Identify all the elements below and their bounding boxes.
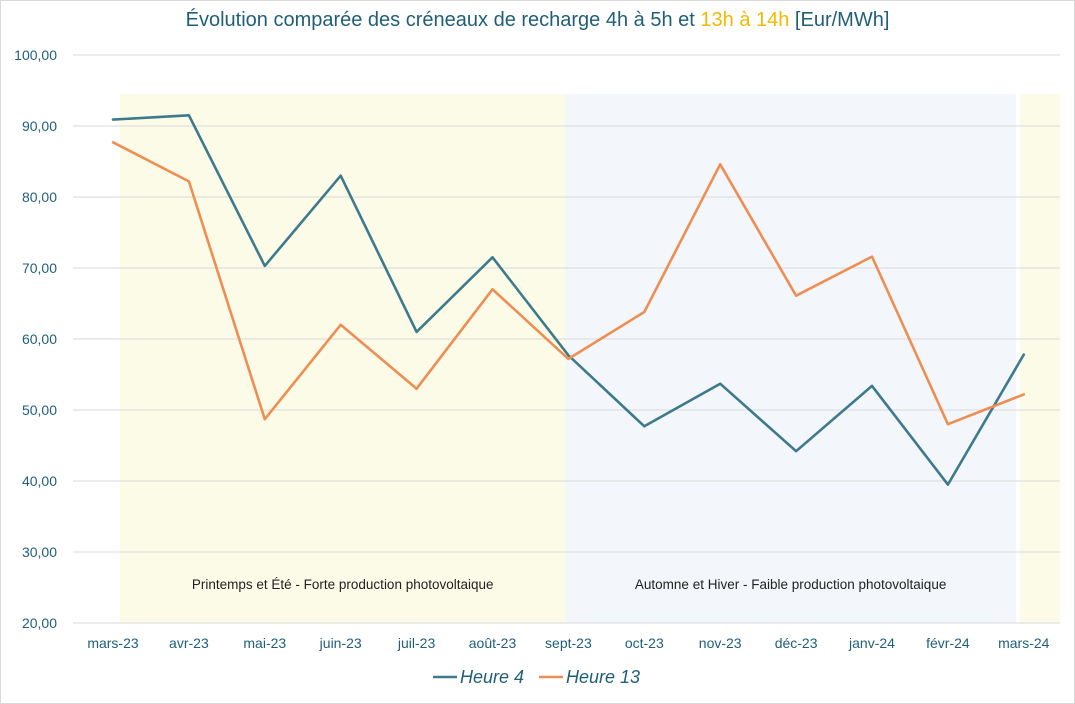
season-labels: Printemps et Été - Forte production phot…: [192, 577, 946, 592]
chart-title-highlight: 13h à 14h: [700, 9, 790, 31]
legend-label-1: Heure 4: [460, 667, 524, 687]
y-tick-label: 20,00: [22, 615, 57, 631]
x-tick-label: mars-23: [87, 635, 139, 651]
y-tick-label: 90,00: [22, 118, 57, 134]
y-tick-label: 60,00: [22, 331, 57, 347]
y-tick-label: 50,00: [22, 402, 57, 418]
season-band-1: [120, 94, 566, 623]
chart-title: Évolution comparée des créneaux de recha…: [0, 9, 1075, 32]
chart-title-unit: [Eur/MWh]: [789, 9, 890, 31]
series-lines: [111, 114, 1026, 486]
legend-label-2: Heure 13: [566, 667, 640, 687]
x-tick-label: oct-23: [625, 635, 664, 651]
season-band-3: [1019, 94, 1060, 623]
x-tick-label: déc-23: [775, 635, 818, 651]
season-label: Printemps et Été - Forte production phot…: [192, 577, 494, 592]
x-tick-label: mars-24: [998, 635, 1050, 651]
gridlines: [73, 54, 1060, 624]
x-tick-label: juil-23: [397, 635, 436, 651]
chart-title-main: Évolution comparée des créneaux de recha…: [185, 9, 701, 31]
x-tick-label: févr-24: [926, 635, 970, 651]
season-label: Automne et Hiver - Faible production pho…: [635, 577, 946, 592]
y-axis-ticks: 20,00 30,00 40,00 50,00 60,00 70,00 80,00 90,00…: [14, 47, 57, 631]
x-tick-label: juin-23: [319, 635, 362, 651]
series-line-1: [111, 114, 1026, 486]
x-tick-label: avr-23: [169, 635, 209, 651]
season-band-2: [565, 94, 1016, 623]
x-tick-label: nov-23: [699, 635, 742, 651]
x-axis-ticks: mars-23 avr-23 mai-23 juin-23 juil-23 août-23…: [87, 635, 1049, 651]
x-tick-label: mai-23: [243, 635, 286, 651]
y-tick-label: 30,00: [22, 544, 57, 560]
series-line-2: [111, 141, 1026, 426]
x-tick-label: août-23: [469, 635, 517, 651]
x-tick-label: janv-24: [848, 635, 895, 651]
y-tick-label: 70,00: [22, 260, 57, 276]
y-tick-label: 80,00: [22, 189, 57, 205]
legend: Heure 4 Heure 13: [433, 667, 640, 687]
x-tick-label: sept-23: [545, 635, 592, 651]
y-tick-label: 100,00: [14, 47, 57, 63]
y-tick-label: 40,00: [22, 473, 57, 489]
season-bands: [120, 94, 1060, 623]
